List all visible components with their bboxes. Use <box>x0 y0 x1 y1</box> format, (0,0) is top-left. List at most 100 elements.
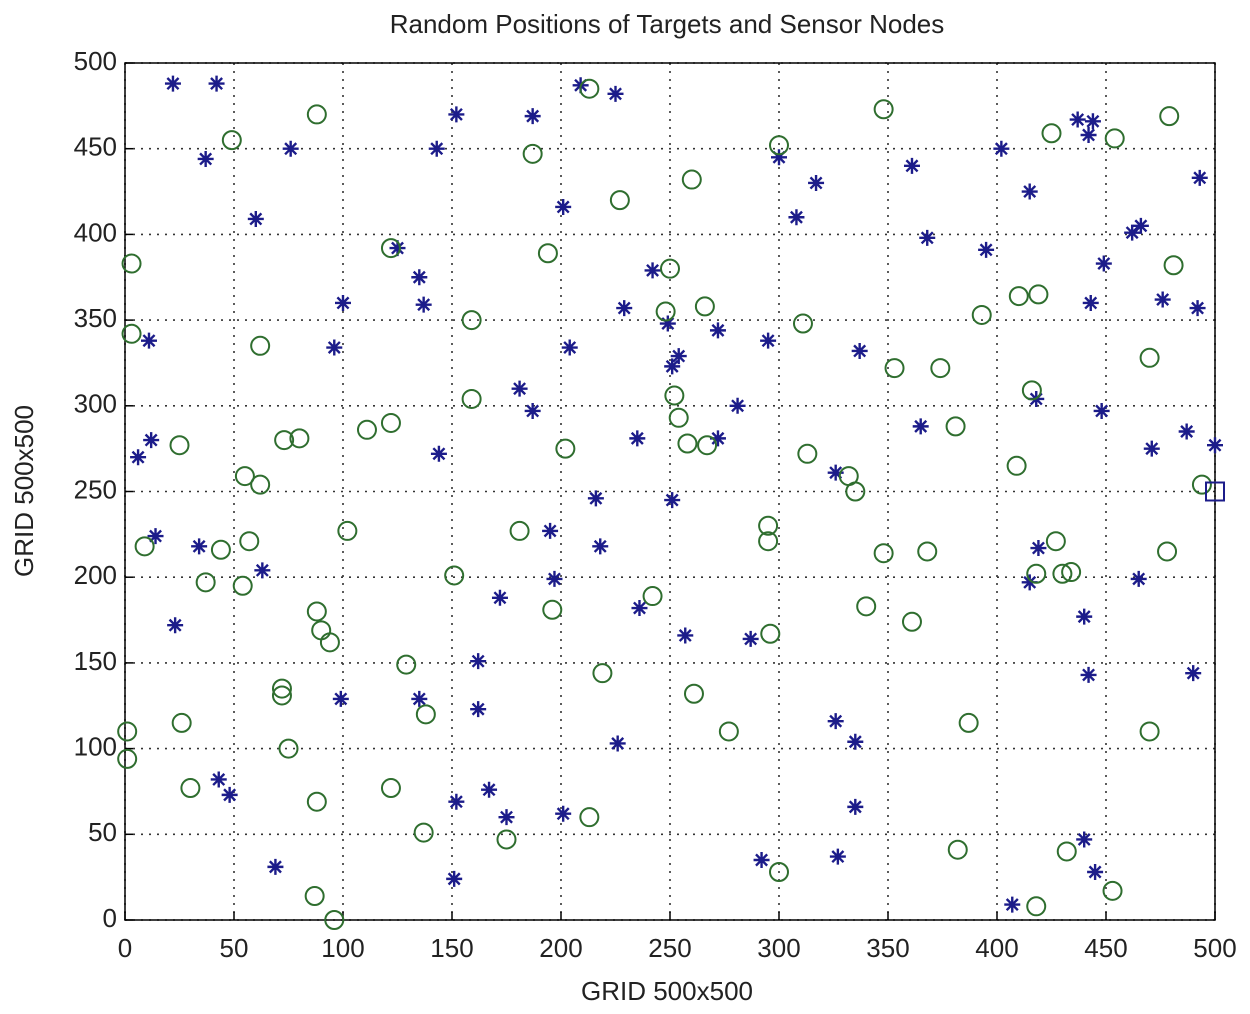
target-marker <box>171 712 192 733</box>
target-marker <box>884 358 905 379</box>
target-marker <box>415 704 436 725</box>
sensor-marker <box>1189 300 1206 317</box>
x-tick-label: 500 <box>1193 933 1236 963</box>
target-marker <box>319 632 340 653</box>
sensor-marker <box>448 106 465 123</box>
sensor-marker <box>470 701 487 718</box>
y-tick-label: 0 <box>103 903 117 933</box>
y-tick-label: 350 <box>74 303 117 333</box>
target-marker <box>792 313 813 334</box>
target-marker <box>180 778 201 799</box>
sensor-marker <box>1080 126 1097 143</box>
sensor-marker <box>788 209 805 226</box>
sensor-marker <box>1076 608 1093 625</box>
target-marker <box>901 611 922 632</box>
y-tick-label: 200 <box>74 560 117 590</box>
target-marker <box>461 388 482 409</box>
sensor-marker <box>282 140 299 157</box>
target-marker <box>718 721 739 742</box>
chart-title: Random Positions of Targets and Sensor N… <box>390 9 945 39</box>
target-marker <box>117 748 138 769</box>
target-marker <box>1045 531 1066 552</box>
target-marker <box>1191 474 1212 495</box>
sensor-marker <box>411 269 428 286</box>
x-tick-label: 250 <box>648 933 691 963</box>
target-marker <box>380 778 401 799</box>
sensor-marker <box>1154 291 1171 308</box>
target-marker <box>873 543 894 564</box>
target-marker <box>1102 880 1123 901</box>
sensor-marker <box>993 140 1010 157</box>
sensor-marker <box>587 490 604 507</box>
target-marker <box>856 596 877 617</box>
target-marker <box>461 310 482 331</box>
sensor-marker <box>147 528 164 545</box>
target-marker <box>311 620 332 641</box>
target-marker <box>274 430 295 451</box>
sensor-marker <box>607 85 624 102</box>
target-marker <box>664 385 685 406</box>
sensor-marker <box>254 562 271 579</box>
target-marker <box>760 623 781 644</box>
sensor-marker <box>1178 423 1195 440</box>
target-marker <box>1021 380 1042 401</box>
sensor-marker <box>1021 183 1038 200</box>
sensor-marker <box>1093 402 1110 419</box>
target-marker <box>271 685 292 706</box>
sensor-marker <box>919 229 936 246</box>
sensor-marker <box>829 848 846 865</box>
target-marker <box>683 683 704 704</box>
target-marker <box>758 515 779 536</box>
sensor-marker <box>827 464 844 481</box>
target-marker <box>1026 896 1047 917</box>
target-marker <box>537 243 558 264</box>
y-tick-label: 450 <box>74 132 117 162</box>
sensor-marker <box>847 733 864 750</box>
target-marker <box>1104 128 1125 149</box>
target-marker <box>121 323 142 344</box>
target-marker <box>655 301 676 322</box>
y-tick-label: 100 <box>74 731 117 761</box>
sensor-marker <box>912 418 929 435</box>
sensor-marker <box>164 75 181 92</box>
sensor-marker <box>808 174 825 191</box>
sensor-marker <box>677 627 694 644</box>
target-marker <box>337 520 358 541</box>
target-marker <box>413 822 434 843</box>
y-tick-label: 300 <box>74 389 117 419</box>
target-marker <box>306 791 327 812</box>
target-marker <box>1061 562 1082 583</box>
target-marker <box>694 296 715 317</box>
target-marker <box>210 539 231 560</box>
sensor-marker <box>267 858 284 875</box>
target-marker <box>1026 563 1047 584</box>
target-marker <box>1041 123 1062 144</box>
sensor-marker <box>1021 574 1038 591</box>
sensor-marker <box>1207 437 1223 454</box>
target-marker <box>306 104 327 125</box>
sensor-marker <box>709 430 726 447</box>
target-marker <box>758 531 779 552</box>
target-marker <box>271 678 292 699</box>
plot-frame <box>124 62 1216 921</box>
target-marker <box>592 663 613 684</box>
target-marker <box>1056 841 1077 862</box>
x-tick-label: 0 <box>118 933 132 963</box>
sensor-marker <box>1143 440 1160 457</box>
sensor-marker <box>208 75 225 92</box>
target-marker <box>1157 541 1178 562</box>
sensor-marker <box>1004 896 1021 913</box>
sensor-marker <box>389 240 406 257</box>
sensor-marker <box>827 713 844 730</box>
sensor-marker <box>470 653 487 670</box>
sensor-marker <box>446 870 463 887</box>
sensor-marker <box>481 781 498 798</box>
sensor-marker <box>167 617 184 634</box>
sensor-marker <box>335 294 351 311</box>
sensor-marker <box>670 348 687 365</box>
target-marker <box>278 738 299 759</box>
sensor-marker <box>851 342 868 359</box>
target-marker <box>121 253 142 274</box>
sensor-marker <box>430 445 447 462</box>
sensor-marker <box>1069 111 1086 128</box>
